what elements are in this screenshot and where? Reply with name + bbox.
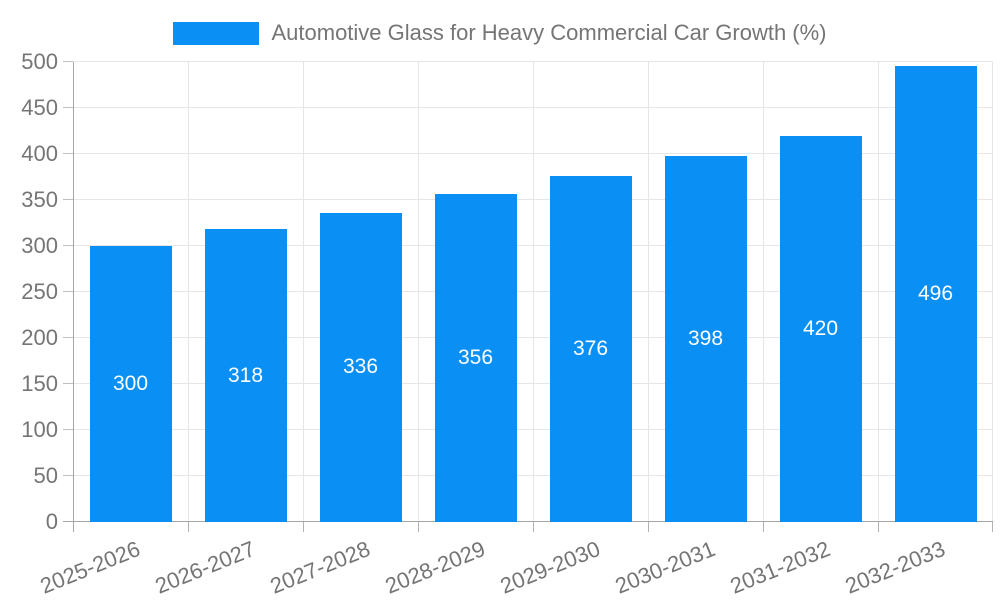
y-tick-label: 250 bbox=[21, 279, 58, 304]
x-tick-mark bbox=[878, 522, 879, 532]
y-tick-label: 50 bbox=[33, 463, 58, 488]
x-tick-label: 2025-2026 bbox=[36, 536, 144, 599]
y-tick-mark bbox=[63, 337, 73, 338]
bar-value-label: 376 bbox=[572, 337, 609, 361]
y-tick-label: 150 bbox=[21, 371, 58, 396]
chart-legend[interactable]: Automotive Glass for Heavy Commercial Ca… bbox=[0, 18, 1000, 48]
x-tick-label: 2028-2029 bbox=[381, 536, 489, 599]
y-tick-mark bbox=[63, 291, 73, 292]
bar[interactable]: 336 bbox=[319, 212, 402, 522]
x-gridline bbox=[763, 62, 764, 522]
y-tick-mark bbox=[63, 429, 73, 430]
x-gridline bbox=[188, 62, 189, 522]
y-tick-mark bbox=[63, 245, 73, 246]
x-gridline bbox=[533, 62, 534, 522]
x-tick-label: 2029-2030 bbox=[496, 536, 604, 599]
x-tick-mark bbox=[418, 522, 419, 532]
y-tick-mark bbox=[63, 107, 73, 108]
bar-value-label: 318 bbox=[227, 363, 264, 387]
y-tick-label: 400 bbox=[21, 141, 58, 166]
bar[interactable]: 398 bbox=[664, 155, 747, 522]
bar[interactable]: 420 bbox=[779, 135, 862, 522]
x-gridline bbox=[878, 62, 879, 522]
legend-swatch-icon bbox=[173, 21, 260, 45]
x-gridline bbox=[648, 62, 649, 522]
y-tick-label: 500 bbox=[21, 49, 58, 74]
x-tick-mark bbox=[992, 522, 993, 532]
y-tick-label: 450 bbox=[21, 95, 58, 120]
bar-value-label: 420 bbox=[802, 316, 839, 340]
y-tick-mark bbox=[63, 383, 73, 384]
bar-value-label: 496 bbox=[917, 281, 954, 305]
y-gridline bbox=[73, 61, 993, 62]
x-tick-label: 2026-2027 bbox=[151, 536, 259, 599]
x-tick-mark bbox=[188, 522, 189, 532]
bar[interactable]: 356 bbox=[434, 194, 517, 522]
bar[interactable]: 318 bbox=[204, 229, 287, 522]
y-tick-mark bbox=[63, 61, 73, 62]
bar-value-label: 398 bbox=[687, 326, 724, 350]
x-tick-mark bbox=[303, 522, 304, 532]
y-tick-mark bbox=[63, 153, 73, 154]
y-tick-mark bbox=[63, 199, 73, 200]
bar-value-label: 356 bbox=[457, 346, 494, 370]
x-gridline bbox=[992, 62, 993, 522]
bar[interactable]: 376 bbox=[549, 176, 632, 522]
bar-value-label: 336 bbox=[342, 355, 379, 379]
legend-title: Automotive Glass for Heavy Commercial Ca… bbox=[271, 20, 827, 45]
x-tick-mark bbox=[648, 522, 649, 532]
x-tick-label: 2030-2031 bbox=[611, 536, 719, 599]
x-tick-label: 2031-2032 bbox=[726, 536, 834, 599]
y-tick-label: 300 bbox=[21, 233, 58, 258]
x-gridline bbox=[303, 62, 304, 522]
x-tick-label: 2027-2028 bbox=[266, 536, 374, 599]
x-gridline bbox=[418, 62, 419, 522]
y-axis-line bbox=[73, 62, 74, 532]
y-tick-label: 0 bbox=[45, 509, 58, 534]
x-tick-label: 2032-2033 bbox=[841, 536, 949, 599]
x-axis-line bbox=[63, 521, 993, 522]
y-tick-label: 350 bbox=[21, 187, 58, 212]
x-tick-mark bbox=[533, 522, 534, 532]
bar[interactable]: 300 bbox=[89, 246, 172, 522]
bar-value-label: 300 bbox=[112, 372, 149, 395]
x-tick-mark bbox=[763, 522, 764, 532]
plot-area: 300 318 336 356 376 398 420 496 bbox=[63, 61, 993, 532]
y-tick-label: 200 bbox=[21, 325, 58, 350]
y-tick-mark bbox=[63, 475, 73, 476]
y-tick-label: 100 bbox=[21, 417, 58, 442]
bar[interactable]: 496 bbox=[894, 65, 977, 522]
